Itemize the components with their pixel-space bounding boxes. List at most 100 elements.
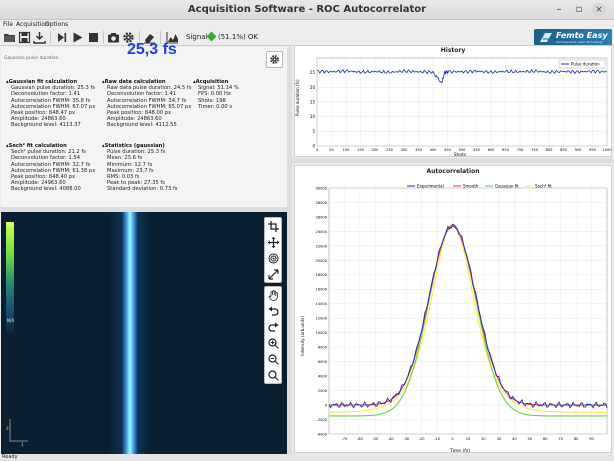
camera-icon[interactable] [107,31,120,44]
result-line: Background level: 4088.00 [11,186,81,193]
toolbar-separator [139,31,140,44]
autocorrelation-grid: -4000 -2000 0 2000 4000 6000 8000 10000 12000 140… [316,186,608,441]
redo-icon[interactable] [265,319,281,335]
autocorrelation-xtick-label: 10 [466,437,471,441]
colorbar-bottom-label: N/A [7,318,15,323]
history-ytick-label: 0 [312,144,315,149]
legend-label-gaussian: Gaussian fit [495,184,519,189]
crop-icon[interactable] [265,218,281,234]
autocorrelation-legend: Experimental Smooth Gaussian fit Sech² f… [407,184,552,189]
autocorrelation-series-sech-fit [328,223,607,413]
gear-icon[interactable] [122,31,135,44]
autocorrelation-xtick-label: -70 [342,437,349,441]
autocorrelation-ytick-label: -2000 [317,418,328,422]
result-line: Peak position: 848.40 px [11,174,76,181]
result-line: Timer: 0.00 s [198,103,233,110]
image-tools [264,217,282,387]
result-line: Pulse duration: 25.3 fs [107,149,166,156]
download-icon[interactable] [33,31,46,44]
history-xtick-label: 350 [415,148,423,152]
history-xtick-label: 700 [517,148,525,152]
zoom-reset-icon[interactable] [265,367,281,383]
stop-icon[interactable] [87,31,100,44]
autocorrelation-ytick-label: 2000 [318,389,328,393]
section-title[interactable]: Acquisition [193,79,239,85]
result-line: Autocorrelation FWHM: 61.38 px [11,167,96,174]
menu-acquisition[interactable]: Acquisition [16,21,49,28]
autocorrelation-ytick-label: 18000 [316,273,328,277]
summary-header: Gaussian pulse duration [4,56,59,61]
gaussian-fit-section: Gaussian fit calculation Gaussian pulse … [6,79,96,129]
history-xtick-label: 250 [386,148,394,152]
status-bar: Ready [0,454,614,461]
femto-easy-logo: Femto Easy Femtosecond Laser Technology [534,29,612,46]
horizontal-splitter[interactable] [1,207,287,212]
minimize-button[interactable]: – [556,4,562,15]
result-line: Deconvolution factor: 1.41 [107,91,177,98]
expand-icon[interactable] [265,266,281,282]
section-title[interactable]: Sech² fit calculation [6,143,95,149]
section-title[interactable]: Statistics (gaussian) [102,143,178,149]
menu-file[interactable]: File [3,21,14,28]
target-icon[interactable] [265,250,281,266]
result-line: Mean: 25.6 fs [107,155,143,162]
tool-group-1 [264,217,282,283]
history-xtick-label: 50 [329,148,334,152]
chart-splitter[interactable] [292,158,614,163]
open-folder-icon[interactable] [3,31,16,44]
result-line: Deconvolution factor: 1.41 [11,91,81,98]
result-line: Autocorrelation FWHM: 67.07 px [11,103,96,110]
history-xtick-label: 200 [372,148,380,152]
autocorrelation-xtick-label: 90 [589,437,594,441]
autocorrelation-ytick-label: 16000 [316,288,328,292]
legend-label-experimental: Experimental [417,184,444,189]
autocorrelation-xtick-label: 40 [512,437,517,441]
vertical-splitter[interactable] [287,47,292,454]
area-chart-icon[interactable] [166,31,179,44]
move-icon[interactable] [265,234,281,250]
play-icon[interactable] [71,31,84,44]
signal-label: Signal [186,33,208,41]
autocorrelation-xtick-label: 50 [527,437,532,441]
autocorrelation-chart-title: Autocorrelation [426,168,480,175]
result-line: Autocorrelation FWHM: 65.07 px [107,103,192,110]
zoom-in-icon[interactable] [265,335,281,351]
result-line: Background level: 4113.37 [11,122,81,129]
autocorrelation-xtick-label: 0 [451,437,454,441]
hand-icon[interactable] [265,287,281,303]
acquisition-section: Acquisition Signal: 51.14 % FPS: 0.00 Hz… [193,79,239,110]
history-xtick-label: 150 [357,148,365,152]
toolbar: Signal (51.1%) OK [0,29,614,46]
section-title[interactable]: Raw data calculation [102,79,191,85]
result-line: Background level: 4112.55 [107,122,177,129]
save-icon[interactable] [18,31,31,44]
result-line: Peak to peak: 27.35 fs [107,180,165,187]
eraser-icon[interactable] [143,31,156,44]
autocorrelation-xlabel: Time (fs) [449,448,470,454]
history-ytick-label: 10 [310,114,316,119]
result-line: Amplitude: 24963.60 [11,180,66,187]
colorbar-top-label: N/A [7,222,15,227]
autocorrelation-chart[interactable]: -4000 -2000 0 2000 4000 6000 8000 10000 12000 140… [295,166,613,454]
autocorrelation-ytick-label: -4000 [317,432,328,436]
zoom-out-icon[interactable] [265,351,281,367]
history-legend-label: Pulse duration [571,62,600,67]
close-button[interactable]: × [592,3,606,17]
autocorrelation-chart-panel: Autocorrelation -4000 -2000 0 2000 4000 6000 8… [294,165,613,454]
history-xtick-label: 400 [430,148,438,152]
step-icon[interactable] [55,31,68,44]
autocorrelation-xtick-label: -40 [388,437,395,441]
settings-button[interactable] [266,51,283,68]
camera-image-view[interactable]: N/A N/A 0 1 [1,212,287,454]
menu-options[interactable]: Options [45,21,69,28]
result-line: Amplitude: 24863.60 [107,116,162,123]
history-chart-title: History [440,47,466,54]
history-xtick-label: 800 [546,148,554,152]
toolbar-separator [160,31,161,44]
undo-icon[interactable] [265,303,281,319]
statistics-section: Statistics (gaussian) Pulse duration: 25… [102,143,178,193]
maximize-button[interactable]: ▫ [575,4,583,15]
sech-fit-section: Sech² fit calculation Sech² pulse durati… [6,143,96,193]
section-title[interactable]: Gaussian fit calculation [6,79,95,85]
